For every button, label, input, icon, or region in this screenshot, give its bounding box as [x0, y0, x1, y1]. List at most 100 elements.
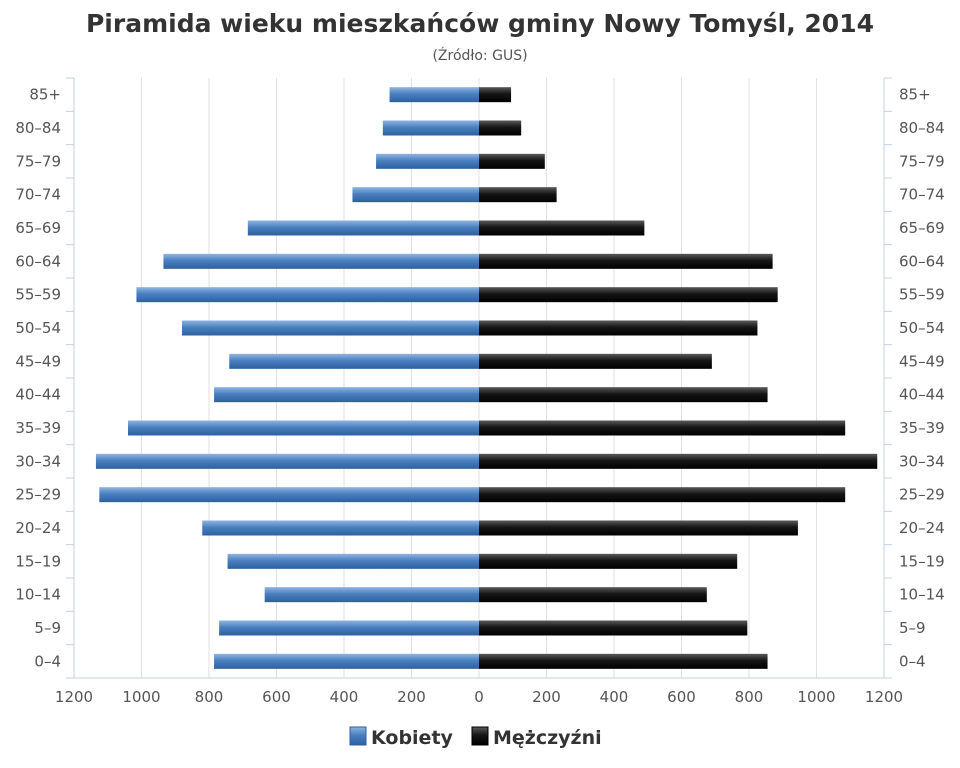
category-label-right: 50–54	[899, 319, 945, 337]
category-label-left: 40–44	[15, 386, 61, 404]
category-label-left: 15–19	[15, 552, 61, 570]
category-label-left: 45–49	[15, 352, 61, 370]
category-label-left: 50–54	[15, 319, 61, 337]
category-label-right: 20–24	[899, 519, 945, 537]
bar-mezczyzni-0[interactable]	[479, 653, 768, 669]
legend-label-kobiety: Kobiety	[371, 727, 454, 749]
category-label-left: 60–64	[15, 252, 61, 270]
bar-kobiety-13[interactable]	[247, 220, 479, 236]
bar-kobiety-12[interactable]	[163, 253, 479, 269]
category-label-left: 80–84	[15, 119, 61, 137]
legend-swatch-mezczyzni	[471, 726, 489, 746]
x-tick-label: 800	[735, 688, 764, 706]
bars	[95, 87, 878, 669]
bar-kobiety-16[interactable]	[382, 120, 479, 136]
category-label-left: 70–74	[15, 186, 61, 204]
category-label-right: 25–29	[899, 486, 945, 504]
bar-kobiety-8[interactable]	[214, 387, 479, 403]
category-label-left: 55–59	[15, 286, 61, 304]
x-tick-label: 1200	[55, 688, 93, 706]
bar-mezczyzni-6[interactable]	[479, 453, 878, 469]
category-label-left: 75–79	[15, 152, 61, 170]
bar-kobiety-11[interactable]	[136, 287, 479, 303]
category-label-right: 70–74	[899, 186, 945, 204]
legend-item-mezczyzni[interactable]: Mężczyźni	[471, 726, 602, 749]
category-label-right: 60–64	[899, 252, 945, 270]
category-label-right: 10–14	[899, 586, 945, 604]
bar-mezczyzni-12[interactable]	[479, 253, 773, 269]
category-label-left: 25–29	[15, 486, 61, 504]
bar-mezczyzni-7[interactable]	[479, 420, 846, 436]
bar-mezczyzni-15[interactable]	[479, 153, 545, 169]
category-labels-right: 0–4 5–9 10–14 15–19 20–24 25–29 30–34 35–39 40–4…	[899, 86, 945, 671]
bar-kobiety-7[interactable]	[128, 420, 479, 436]
x-tick-label: 1000	[797, 688, 835, 706]
x-tick-label: 200	[397, 688, 426, 706]
x-tick-label: 400	[330, 688, 359, 706]
legend-item-kobiety[interactable]: Kobiety	[349, 726, 454, 749]
x-tick-label: 400	[600, 688, 629, 706]
bar-kobiety-2[interactable]	[264, 587, 479, 603]
category-label-left: 85+	[29, 86, 61, 104]
category-label-right: 0–4	[899, 652, 926, 670]
x-tick-label: 200	[532, 688, 561, 706]
axes	[66, 77, 892, 679]
category-label-left: 5–9	[34, 619, 61, 637]
bar-kobiety-6[interactable]	[95, 453, 479, 469]
bar-kobiety-1[interactable]	[219, 620, 479, 636]
x-tick-label: 1000	[122, 688, 160, 706]
bar-mezczyzni-9[interactable]	[479, 353, 712, 369]
bar-mezczyzni-2[interactable]	[479, 587, 707, 603]
bar-mezczyzni-11[interactable]	[479, 287, 778, 303]
x-tick-label: 600	[262, 688, 291, 706]
bar-mezczyzni-10[interactable]	[479, 320, 758, 336]
chart-subtitle: (Źródło: GUS)	[432, 46, 527, 64]
category-label-left: 35–39	[15, 419, 61, 437]
chart-title: Piramida wieku mieszkańców gminy Nowy To…	[86, 9, 874, 38]
bar-mezczyzni-17[interactable]	[479, 87, 512, 103]
category-label-right: 35–39	[899, 419, 945, 437]
x-tick-label: 600	[667, 688, 696, 706]
x-tick-label: 1200	[865, 688, 903, 706]
category-label-right: 65–69	[899, 219, 945, 237]
legend-label-mezczyzni: Mężczyźni	[493, 727, 602, 749]
category-label-left: 65–69	[15, 219, 61, 237]
category-label-right: 85+	[899, 86, 931, 104]
x-tick-label: 800	[195, 688, 224, 706]
x-tick-label: 0	[474, 688, 484, 706]
category-label-right: 5–9	[899, 619, 926, 637]
bar-mezczyzni-3[interactable]	[479, 553, 738, 569]
category-label-left: 10–14	[15, 586, 61, 604]
bar-mezczyzni-13[interactable]	[479, 220, 645, 236]
bar-kobiety-9[interactable]	[229, 353, 479, 369]
bar-mezczyzni-4[interactable]	[479, 520, 798, 536]
category-label-left: 0–4	[34, 652, 61, 670]
category-label-right: 40–44	[899, 386, 945, 404]
bar-mezczyzni-1[interactable]	[479, 620, 748, 636]
bar-kobiety-4[interactable]	[202, 520, 479, 536]
legend: Kobiety Mężczyźni	[349, 726, 602, 749]
category-label-right: 55–59	[899, 286, 945, 304]
category-label-left: 20–24	[15, 519, 61, 537]
x-tick-labels: 1200 1000 800 600 400 200 0 200 400 600 800 1000 120…	[55, 688, 903, 706]
bar-kobiety-17[interactable]	[389, 87, 479, 103]
category-label-left: 30–34	[15, 452, 61, 470]
legend-swatch-kobiety	[349, 726, 367, 746]
bar-kobiety-14[interactable]	[352, 187, 479, 203]
category-label-right: 75–79	[899, 152, 945, 170]
bar-kobiety-15[interactable]	[376, 153, 479, 169]
bar-mezczyzni-16[interactable]	[479, 120, 522, 136]
bar-kobiety-0[interactable]	[214, 653, 479, 669]
bar-kobiety-5[interactable]	[99, 487, 479, 503]
category-label-right: 45–49	[899, 352, 945, 370]
category-labels-left: 0–4 5–9 10–14 15–19 20–24 25–29 30–34 35–39 40–4…	[15, 86, 61, 671]
bar-kobiety-10[interactable]	[182, 320, 479, 336]
bar-mezczyzni-8[interactable]	[479, 387, 768, 403]
bar-mezczyzni-14[interactable]	[479, 187, 557, 203]
bar-mezczyzni-5[interactable]	[479, 487, 846, 503]
category-label-right: 15–19	[899, 552, 945, 570]
bar-kobiety-3[interactable]	[227, 553, 479, 569]
category-label-right: 80–84	[899, 119, 945, 137]
category-label-right: 30–34	[899, 452, 945, 470]
